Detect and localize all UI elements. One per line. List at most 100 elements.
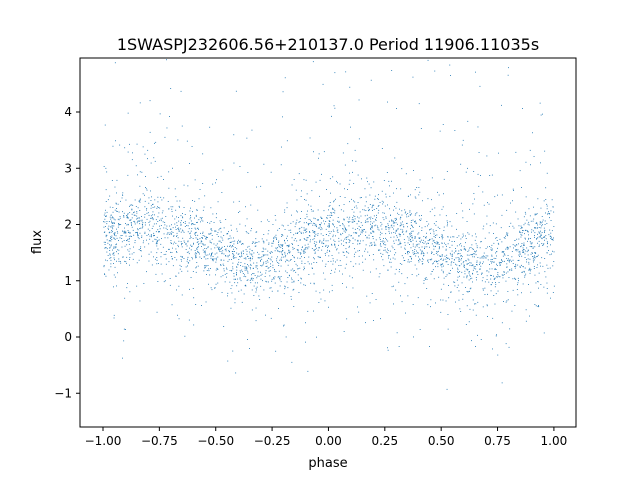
data-point: [361, 197, 362, 198]
data-point: [393, 303, 394, 305]
data-point: [162, 246, 164, 248]
data-point: [374, 195, 376, 197]
data-point: [353, 232, 355, 234]
data-point: [526, 251, 528, 253]
data-point: [512, 278, 514, 280]
data-point: [108, 240, 110, 242]
data-point: [331, 255, 333, 256]
data-point: [410, 233, 412, 234]
data-point: [150, 236, 152, 238]
data-point: [545, 212, 546, 214]
data-point: [303, 238, 305, 239]
data-point: [301, 190, 302, 192]
data-point: [157, 229, 159, 231]
data-point: [115, 245, 117, 247]
data-point: [494, 196, 496, 198]
data-point: [127, 223, 129, 225]
data-point: [195, 257, 197, 259]
data-point: [412, 239, 414, 241]
data-point: [362, 255, 363, 257]
data-point: [346, 238, 348, 240]
data-point: [524, 250, 526, 252]
data-point: [378, 205, 380, 206]
data-point: [545, 238, 547, 240]
data-point: [188, 222, 190, 224]
data-point: [181, 256, 183, 257]
data-point: [123, 340, 125, 342]
data-point: [233, 273, 235, 274]
data-point: [116, 228, 117, 230]
data-point: [272, 261, 273, 263]
data-point: [439, 228, 441, 229]
data-point: [404, 212, 406, 214]
data-point: [366, 218, 368, 220]
data-point: [346, 229, 348, 231]
data-point: [374, 198, 376, 200]
data-point: [270, 252, 271, 254]
data-point: [383, 265, 385, 267]
data-point: [299, 252, 301, 254]
data-point: [416, 268, 418, 270]
data-point: [266, 259, 268, 261]
data-point: [533, 261, 534, 263]
data-point: [255, 245, 257, 247]
data-point: [173, 235, 175, 237]
data-point: [409, 235, 411, 237]
data-point: [372, 231, 374, 233]
y-axis-label: flux: [30, 230, 45, 254]
data-point: [518, 259, 520, 261]
data-point: [239, 166, 241, 167]
data-point: [521, 226, 522, 228]
data-point: [256, 277, 258, 279]
data-point: [227, 233, 228, 235]
data-point: [104, 247, 106, 249]
data-point: [534, 255, 535, 257]
data-point: [219, 228, 221, 230]
data-point: [192, 288, 194, 289]
data-point: [329, 250, 330, 252]
data-point: [414, 196, 416, 198]
data-point: [398, 214, 400, 215]
data-point: [127, 151, 129, 153]
data-point: [484, 287, 486, 289]
data-point: [229, 281, 231, 283]
data-point: [431, 251, 433, 253]
data-point: [447, 257, 449, 259]
data-point: [245, 266, 247, 268]
data-point: [301, 256, 302, 258]
data-point: [486, 304, 488, 306]
data-point: [362, 209, 364, 211]
data-point: [427, 198, 429, 200]
data-point: [479, 268, 481, 270]
data-point: [293, 288, 295, 290]
data-point: [109, 247, 111, 249]
data-point: [141, 219, 143, 221]
data-point: [431, 271, 433, 272]
data-point: [523, 270, 525, 272]
data-point: [271, 290, 273, 292]
data-point: [510, 202, 511, 204]
data-point: [112, 207, 114, 208]
data-point: [277, 229, 279, 231]
data-point: [265, 314, 266, 316]
data-point: [547, 213, 549, 215]
data-point: [358, 311, 360, 313]
data-point: [321, 228, 323, 230]
data-point: [353, 200, 354, 202]
data-point: [538, 287, 539, 289]
data-point: [548, 211, 549, 213]
data-point: [461, 271, 463, 273]
data-point: [138, 217, 140, 219]
data-point: [385, 196, 387, 198]
data-point: [131, 217, 133, 219]
data-point: [182, 237, 184, 239]
data-point: [443, 193, 444, 195]
data-point: [194, 250, 196, 251]
data-point: [426, 288, 428, 289]
data-point: [176, 225, 178, 226]
data-point: [301, 262, 303, 264]
data-point: [513, 247, 514, 249]
data-point: [521, 234, 523, 236]
data-point: [194, 224, 196, 225]
data-point: [430, 273, 432, 275]
